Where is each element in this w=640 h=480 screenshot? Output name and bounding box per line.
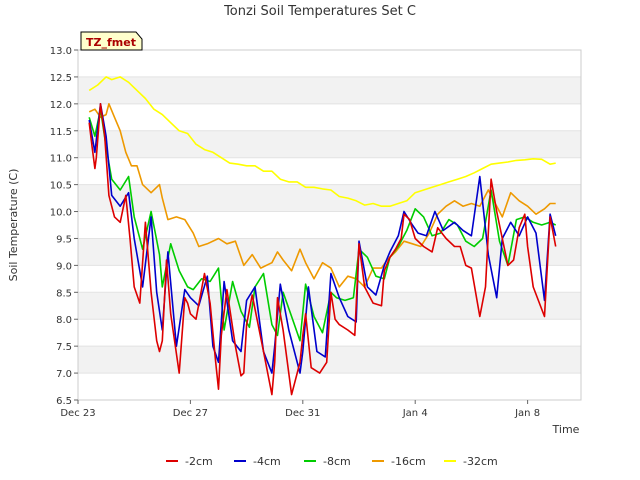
y-tick-label: 9.5 (56, 234, 72, 245)
station-label: TZ_fmet (86, 36, 136, 49)
plot-band (78, 103, 581, 131)
station-label-box: TZ_fmet (80, 31, 143, 51)
plot-band (78, 346, 581, 374)
x-tick-label: Dec 23 (60, 408, 95, 419)
series-line-32cm (88, 76, 556, 207)
y-axis-ticks: 6.5 7.0 7.5 8.0 8.5 9.0 9.5 10.0 10.5 11.0 11.5 12.… (50, 46, 78, 407)
y-tick-label: 11.0 (50, 154, 72, 165)
legend-label: -32cm (463, 455, 498, 468)
y-tick-label: 12.0 (50, 100, 72, 111)
series-line-4cm (88, 103, 557, 374)
x-axis-label: Time (552, 423, 580, 436)
y-tick-label: 13.0 (50, 46, 72, 57)
plot-band (78, 76, 581, 104)
y-tick-label: 11.5 (50, 127, 72, 138)
plot-band (78, 50, 581, 77)
plot-band (78, 130, 581, 158)
y-tick-label: 7.0 (56, 369, 72, 380)
y-tick-label: 10.0 (50, 208, 72, 219)
x-tick-label: Jan 8 (514, 408, 540, 419)
plot-band (78, 373, 581, 400)
x-tick-label: Jan 4 (402, 408, 428, 419)
series-line-16cm (88, 103, 556, 288)
y-tick-label: 10.5 (50, 181, 72, 192)
legend-label: -8cm (323, 455, 351, 468)
y-axis-label: Soil Temperature (C) (7, 169, 20, 282)
y-tick-label: 8.0 (56, 315, 72, 326)
series-line-2cm (88, 103, 557, 396)
x-tick-label: Dec 27 (173, 408, 208, 419)
legend-label: -2cm (185, 455, 213, 468)
x-axis-ticks: Dec 23 Dec 27 Dec 31 Jan 4 Jan 8 (60, 400, 540, 419)
x-tick-label: Dec 31 (285, 408, 320, 419)
legend: -2cm -4cm -8cm -16cm -32cm (166, 455, 498, 468)
legend-label: -4cm (253, 455, 281, 468)
y-tick-label: 7.5 (56, 342, 72, 353)
plot-area-border (77, 49, 582, 401)
chart-title: Tonzi Soil Temperatures Set C (223, 4, 416, 19)
plot-band (78, 238, 581, 266)
y-tick-label: 6.5 (56, 396, 72, 407)
y-tick-label: 9.0 (56, 261, 72, 272)
y-tick-label: 8.5 (56, 288, 72, 299)
legend-label: -16cm (391, 455, 426, 468)
plot-band (78, 157, 581, 185)
y-tick-label: 12.5 (50, 73, 72, 84)
series-lines (88, 76, 557, 396)
